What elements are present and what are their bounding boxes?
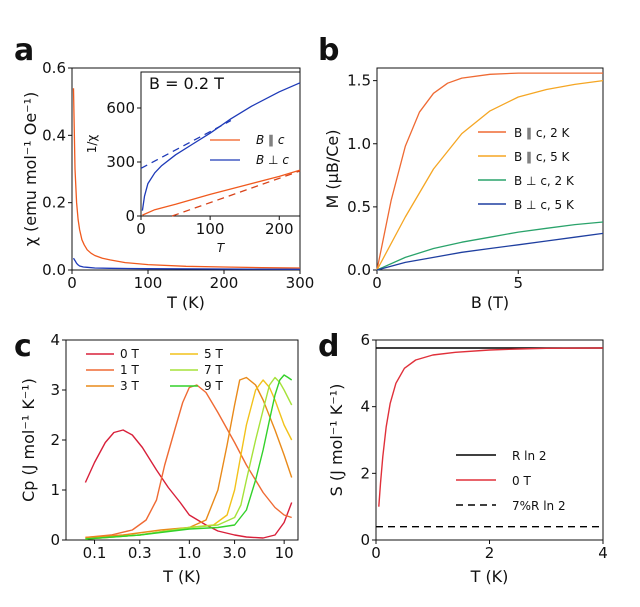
panel-b: b 0 5 0.0 0.5 1.0 1.5 B (T) M (μB/Ce) B ∥ c, 2 K B… [318, 33, 604, 312]
panel-d-letter: d [318, 329, 339, 364]
panel-b-series-b-c-5-k [376, 232, 604, 271]
inset-fit-b-c-fit [140, 120, 232, 169]
panel-b-ytick-label: 1.5 [347, 72, 371, 90]
panel-c-ytick-label: 3 [50, 381, 60, 399]
inset-series-b-c [141, 82, 301, 211]
inset-legend-label: B ∥ c [256, 133, 285, 147]
panel-c-legend-label: 5 T [204, 347, 223, 361]
panel-a-series-b-c [72, 257, 301, 270]
panel-c-xtick-label: 0.1 [83, 544, 107, 562]
panel-c-xlabel: T (K) [162, 567, 201, 586]
panel-c-legend-label: 1 T [120, 363, 139, 377]
panel-a-letter: a [14, 33, 34, 68]
inset-ytick-label: 600 [106, 99, 135, 117]
panel-c-legend-label: 9 T [204, 379, 223, 393]
panel-d: d 0 2 4 0 2 4 6 T (K) S (J mol⁻¹ K⁻¹) R ln 2 0 T 7%R… [318, 329, 608, 586]
panel-a: a 0 100 200 300 0.0 0.2 0.4 0.6 T (K) χ (emu mol⁻¹… [14, 33, 314, 312]
panel-a-xtick-label: 300 [286, 274, 315, 292]
panel-d-xtick-label: 0 [371, 544, 381, 562]
panel-b-xlabel: B (T) [471, 293, 509, 312]
panel-c-legend-label: 0 T [120, 347, 139, 361]
panel-c-series-3-t [85, 376, 293, 539]
inset-ytick-label: 0 [125, 207, 135, 225]
panel-d-xtick-label: 4 [598, 544, 608, 562]
panel-d-legend-label: 0 T [512, 474, 531, 488]
panel-b-series-b-c-2-k [376, 72, 603, 271]
panel-a-xlabel: T (K) [166, 293, 205, 312]
panel-b-ytick-label: 1.0 [347, 135, 371, 153]
inset-ytick-label: 300 [106, 153, 135, 171]
inset-legend-label: B ⊥ c [256, 153, 289, 167]
panel-a-ytick-label: 0.2 [42, 194, 66, 212]
panel-d-legend-label: 7%R ln 2 [512, 499, 566, 513]
panel-b-legend-label: B ∥ c, 2 K [514, 126, 571, 140]
panel-d-frame [375, 339, 604, 541]
panel-b-letter: b [318, 33, 339, 68]
panel-c-ytick-label: 1 [50, 481, 60, 499]
inset-fit-b-c-fit [171, 170, 301, 217]
panel-c-xtick-label: 3.0 [223, 544, 247, 562]
panel-a-inset: 0 100 200 0 300 600 B = 0.2 T T 1/χ B ∥ c B ⊥ c [85, 71, 301, 255]
panel-c-xtick-label: 1.0 [177, 544, 201, 562]
panel-b-ytick-label: 0.0 [347, 261, 371, 279]
panel-b-ytick-label: 0.5 [347, 198, 371, 216]
panel-b-xtick-label: 0 [372, 274, 382, 292]
panel-b-legend-label: B ⊥ c, 5 K [514, 198, 575, 212]
panel-a-xtick-label: 200 [210, 274, 239, 292]
panel-a-series-b-c [72, 88, 301, 269]
panel-c-xtick-label: 10 [275, 544, 294, 562]
inset-ylabel: 1/χ [85, 135, 99, 154]
panel-a-xtick-label: 0 [67, 274, 77, 292]
panel-b-series-b-c-2-k [376, 221, 604, 271]
inset-xlabel: T [217, 241, 226, 255]
panel-d-ytick-label: 2 [360, 464, 370, 482]
inset-xtick-label: 200 [265, 220, 294, 238]
panel-c-letter: c [14, 329, 32, 364]
panel-b-xtick-label: 5 [513, 274, 523, 292]
panel-b-legend-label: B ∥ c, 5 K [514, 150, 571, 164]
panel-c-legend-label: 7 T [204, 363, 223, 377]
panel-d-xtick-label: 2 [485, 544, 495, 562]
inset-xtick-label: 0 [136, 220, 146, 238]
panel-d-legend-label: R ln 2 [512, 449, 547, 463]
panel-c: c 0.1 0.3 1.0 3.0 10 0 1 2 3 4 T (K) Cp (J mol⁻¹ K⁻¹… [14, 329, 299, 586]
panel-b-series-b-c-5-k [376, 79, 604, 271]
panel-c-xtick-label: 0.3 [128, 544, 152, 562]
panel-b-ylabel: M (μB/Ce) [323, 130, 342, 209]
panel-a-ytick-label: 0.6 [42, 59, 66, 77]
panel-d-ytick-label: 6 [360, 331, 370, 349]
panel-c-series-0-t [84, 429, 293, 539]
panel-a-xtick-label: 100 [134, 274, 163, 292]
panel-c-ytick-label: 0 [50, 531, 60, 549]
panel-a-ytick-label: 0.4 [42, 126, 66, 144]
panel-d-ytick-label: 4 [360, 398, 370, 416]
panel-d-series-0-t [378, 347, 604, 507]
panel-d-ylabel: S (J mol⁻¹ K⁻¹) [327, 384, 346, 497]
inset-title: B = 0.2 T [149, 74, 224, 93]
panel-b-legend-label: B ⊥ c, 2 K [514, 174, 575, 188]
panel-c-ytick-label: 2 [50, 431, 60, 449]
panel-d-xlabel: T (K) [470, 567, 509, 586]
inset-series-b-c [142, 169, 301, 216]
panel-c-ylabel: Cp (J mol⁻¹ K⁻¹) [19, 378, 38, 502]
inset-xtick-label: 100 [196, 220, 225, 238]
panel-c-ytick-label: 4 [50, 331, 60, 349]
panel-c-series-9-t [85, 374, 293, 540]
panel-d-ytick-label: 0 [360, 531, 370, 549]
panel-a-ytick-label: 0.0 [42, 261, 66, 279]
panel-b-frame [376, 67, 604, 271]
panel-c-legend-label: 3 T [120, 379, 139, 393]
panel-a-ylabel: χ (emu mol⁻¹ Oe⁻¹) [21, 92, 40, 247]
